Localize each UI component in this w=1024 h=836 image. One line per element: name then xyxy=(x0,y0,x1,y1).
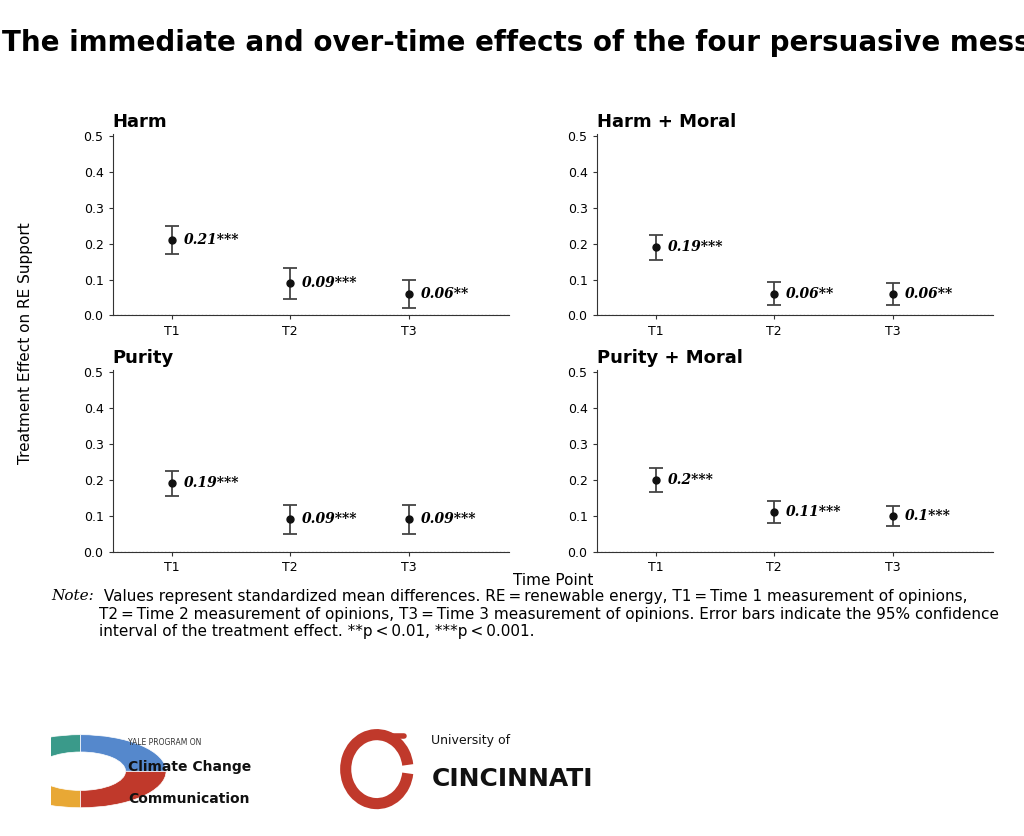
Text: 0.06**: 0.06** xyxy=(904,287,952,301)
Wedge shape xyxy=(0,735,81,771)
Text: 0.21***: 0.21*** xyxy=(183,233,240,247)
Text: Communication: Communication xyxy=(128,793,249,807)
Text: 0.06**: 0.06** xyxy=(421,287,469,301)
Text: 0.2***: 0.2*** xyxy=(668,473,714,487)
Text: Purity + Moral: Purity + Moral xyxy=(597,349,742,367)
Text: 0.09***: 0.09*** xyxy=(302,276,357,290)
Text: Purity: Purity xyxy=(113,349,174,367)
Text: Climate Change: Climate Change xyxy=(128,760,251,773)
Text: Treatment Effect on RE Support: Treatment Effect on RE Support xyxy=(18,222,33,464)
Text: 0.11***: 0.11*** xyxy=(786,505,842,519)
Text: Time Point: Time Point xyxy=(513,573,593,588)
Text: Harm: Harm xyxy=(113,113,167,130)
Text: The immediate and over-time effects of the four persuasive messages: The immediate and over-time effects of t… xyxy=(2,29,1024,57)
Text: CINCINNATI: CINCINNATI xyxy=(431,767,593,792)
Text: Values represent standardized mean differences. RE = renewable energy, T1 = Time: Values represent standardized mean diffe… xyxy=(99,589,999,640)
Text: 0.09***: 0.09*** xyxy=(421,512,476,527)
Text: Harm + Moral: Harm + Moral xyxy=(597,113,736,130)
Text: 0.09***: 0.09*** xyxy=(302,512,357,527)
Wedge shape xyxy=(81,735,166,771)
Wedge shape xyxy=(81,771,166,808)
Text: University of: University of xyxy=(431,734,510,747)
Text: 0.06**: 0.06** xyxy=(786,287,835,301)
Text: Note:: Note: xyxy=(51,589,94,604)
Text: 0.19***: 0.19*** xyxy=(668,240,723,254)
Wedge shape xyxy=(0,771,81,808)
Text: 0.19***: 0.19*** xyxy=(183,477,240,491)
Text: YALE PROGRAM ON: YALE PROGRAM ON xyxy=(128,737,201,747)
Text: 0.1***: 0.1*** xyxy=(904,509,950,522)
